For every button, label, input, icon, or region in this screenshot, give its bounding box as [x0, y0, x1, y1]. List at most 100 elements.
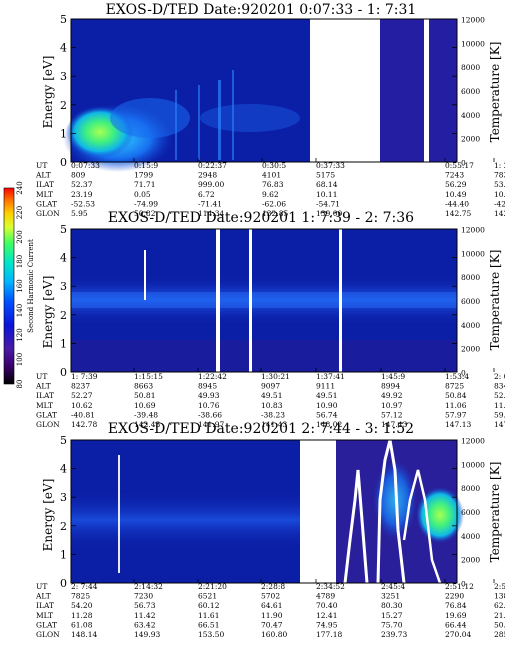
table-cell: 49.93	[198, 391, 220, 400]
panel-1-feature	[110, 98, 190, 138]
table-row-label: UT	[36, 582, 47, 591]
table-cell: 153.50	[198, 630, 224, 639]
colorbar-tick-label: 120	[16, 328, 24, 341]
table-cell: 148.02	[316, 420, 342, 429]
table-cell: -38.23	[261, 410, 285, 419]
table-cell: 147.43	[381, 420, 407, 429]
table-row-label: ALT	[35, 171, 51, 180]
table-cell: 57.97	[445, 410, 467, 419]
y-tick-label: 3	[60, 280, 67, 293]
panel-1-y2-ticks: 0 2000 4000 6000 8000 10000 12000	[461, 16, 485, 168]
table-cell: -42.17	[494, 199, 505, 208]
table-cell: 0:07:33	[71, 161, 100, 170]
table-cell: 76.84	[445, 601, 467, 610]
y2-tick-label: 2000	[461, 135, 480, 144]
table-cell: 809	[71, 171, 86, 180]
y2-tick-label: 10000	[461, 460, 485, 469]
table-cell: 49.51	[261, 391, 282, 400]
panel-2-title: EXOS-D/TED Date:920201 1: 7:39 - 2: 7:36	[108, 210, 414, 226]
table-cell: 285.09	[494, 630, 505, 639]
colorbar-tick-label: 140	[16, 304, 24, 317]
table-cell: 71.71	[134, 180, 155, 189]
colorbar-tick-label: 220	[16, 206, 24, 219]
panel-3-ylabel: Energy [eV]	[41, 479, 55, 552]
table-cell: 141.97	[198, 420, 224, 429]
table-row-label: GLAT	[36, 410, 57, 419]
table-cell: 59.22	[494, 410, 505, 419]
table-cell: -52.53	[71, 199, 95, 208]
table-cell: 0:30:5	[262, 161, 286, 170]
panel-2: EXOS-D/TED Date:920201 1: 7:39 - 2: 7:36…	[35, 210, 505, 429]
y2-tick-label: 4000	[461, 111, 480, 120]
table-cell: 0:15:9	[134, 161, 158, 170]
table-cell: 1385	[494, 592, 505, 601]
y2-tick-label: 2000	[461, 556, 480, 565]
table-cell: 2:14:32	[134, 582, 163, 591]
table-cell: 139.00	[316, 209, 342, 218]
y-tick-label: 0	[60, 156, 67, 169]
table-cell: 6521	[198, 592, 217, 601]
table-cell: 9097	[261, 382, 280, 391]
table-cell: 1:37:41	[316, 372, 345, 381]
panel-3-y2-ticks: 0 2000 4000 6000 8000 10000 12000	[461, 437, 485, 589]
table-cell: 52.27	[71, 391, 93, 400]
table-cell: 8348	[494, 382, 505, 391]
table-cell: -71.41	[198, 199, 222, 208]
y2-tick-label: 8000	[461, 484, 480, 493]
panel-3-orbit-table: UT 2: 7:44 2:14:32 2:21:20 2:28:8 2:34:52 2:45…	[35, 579, 505, 639]
table-cell: 8663	[134, 382, 153, 391]
table-cell: 142.43	[134, 420, 160, 429]
table-row-label: GLON	[36, 209, 60, 218]
table-cell: 10.69	[134, 401, 156, 410]
table-cell: -39.48	[134, 410, 158, 419]
panel-3-plot-area	[70, 439, 464, 584]
table-cell: 2:57:20	[494, 582, 505, 591]
table-cell: 10.49	[445, 190, 467, 199]
table-cell: 8945	[198, 382, 217, 391]
table-cell: 10.97	[381, 401, 403, 410]
table-cell: 50.81	[134, 391, 155, 400]
panel-1-ylabel: Energy [eV]	[41, 56, 55, 129]
table-cell: 148.14	[71, 630, 97, 639]
y-tick-label: 3	[60, 70, 67, 83]
panel-3-streak	[118, 455, 120, 573]
table-row-label: ILAT	[36, 391, 54, 400]
y2-tick-label: 8000	[461, 63, 480, 72]
table-cell: 62.04	[494, 601, 505, 610]
table-cell: 8725	[445, 382, 464, 391]
y-tick-label: 0	[60, 577, 67, 590]
colorbar-tick-label: 240	[16, 181, 24, 194]
y2-tick-label: 12000	[461, 226, 485, 235]
table-row-label: GLAT	[36, 199, 57, 208]
table-cell: 6.72	[198, 190, 215, 199]
table-cell: 8994	[381, 382, 400, 391]
y-tick-label: 4	[60, 42, 67, 55]
panel-2-ylabel: Energy [eV]	[41, 276, 55, 349]
table-cell: 54.20	[71, 601, 93, 610]
table-cell: 2290	[445, 592, 464, 601]
panel-1-streak	[198, 85, 200, 160]
y2-tick-label: 4000	[461, 532, 480, 541]
panel-2-orbit-table: UT 1: 7:39 1:15:15 1:22:42 1:30:21 1:37:41 1:4…	[35, 368, 505, 429]
table-cell: 60.12	[198, 601, 220, 610]
table-cell: 49.92	[381, 391, 403, 400]
table-cell: 7230	[134, 592, 153, 601]
table-cell: 239.73	[381, 630, 407, 639]
table-cell: 5.95	[71, 209, 88, 218]
panel-2-band	[71, 340, 457, 372]
table-cell: 1: 2:5	[494, 161, 505, 170]
panel-1-feature	[380, 19, 457, 162]
table-cell: 0:55:17	[445, 161, 474, 170]
panel-3-frame	[70, 439, 458, 584]
table-cell: 2:45:4	[381, 582, 405, 591]
table-cell: 56.73	[134, 601, 156, 610]
table-cell: -54.71	[316, 199, 340, 208]
table-cell: 2:34:52	[316, 582, 345, 591]
table-cell: 2:51:12	[445, 582, 474, 591]
panel-1-y-ticks: 0 1 2 3 4 5	[60, 13, 457, 169]
table-cell: 68.14	[316, 180, 338, 189]
panel-2-y-ticks: 0 1 2 3 4 5	[60, 223, 457, 379]
panel-3-title: EXOS-D/TED Date:920201 2: 7:44 - 3: 1:52	[108, 421, 414, 437]
table-cell: 50.84	[445, 391, 467, 400]
panel-1-streak	[175, 90, 177, 160]
